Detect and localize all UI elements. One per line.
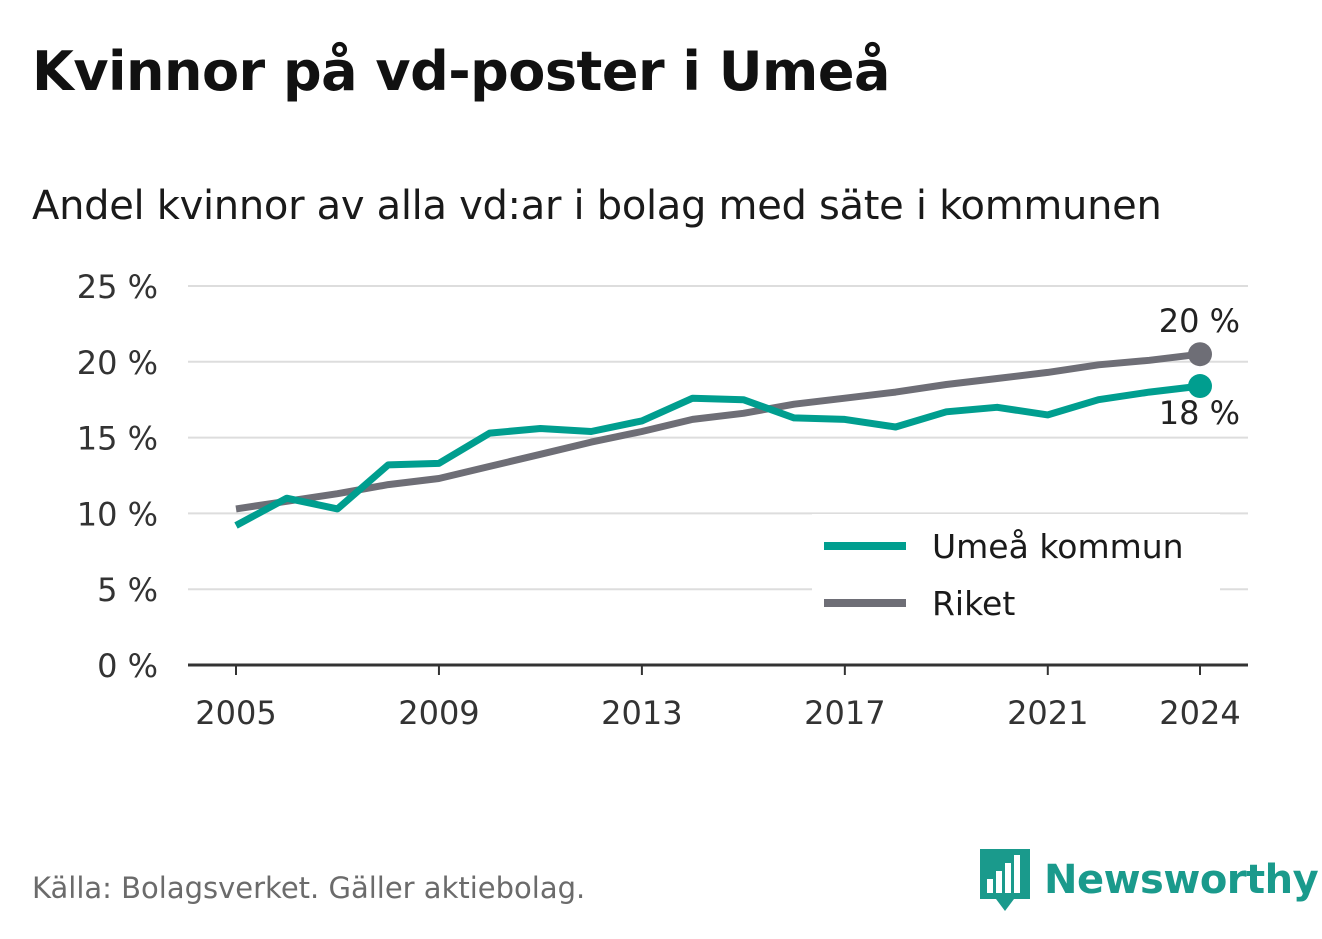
end-point-riket [1188,342,1212,367]
end-point-umea [1188,374,1212,399]
y-tick-label: 0 % [97,647,158,685]
x-tick-label: 2024 [1159,694,1240,732]
brand-name: Newsworthy [1044,857,1319,903]
end-labels: 20 % 18 % [1159,302,1240,432]
x-tick-label: 2017 [804,694,885,732]
y-tick-label: 25 % [77,268,158,306]
x-axis: 2005 2009 2013 2017 2021 2024 [188,663,1248,732]
x-tick-label: 2013 [601,694,682,732]
series [234,342,1212,529]
chart-title: Kvinnor på vd-poster i Umeå [32,40,890,103]
source-note: Källa: Bolagsverket. Gäller aktiebolag. [32,871,586,905]
end-label-umea: 18 % [1159,394,1240,432]
newsworthy-logo-icon [980,849,1030,911]
x-tick-label: 2021 [1007,694,1088,732]
line-chart: 0 %5 %10 %15 %20 %25 % 2005 2009 2013 2017 2… [77,268,1248,732]
legend: Umeå kommun Riket [812,514,1220,626]
legend-background [812,514,1220,626]
legend-label-riket: Riket [932,584,1015,623]
x-tick-label: 2009 [398,694,479,732]
chart-subtitle: Andel kvinnor av alla vd:ar i bolag med … [32,183,1162,229]
y-tick-label: 20 % [77,344,158,382]
x-tick-label: 2005 [195,694,276,732]
y-tick-label: 5 % [97,571,158,609]
gridlines [188,285,1248,591]
series-line-riket [235,350,1201,513]
legend-label-umea: Umeå kommun [932,527,1184,566]
y-tick-label: 15 % [77,420,158,458]
y-axis-labels: 0 % 5 % 10 % 15 % 20 % 25 % [77,268,158,685]
series-line-umea [234,382,1201,529]
y-tick-label: 10 % [77,495,158,533]
newsworthy-brand: Newsworthy [980,848,1319,912]
end-label-riket: 20 % [1159,302,1240,340]
